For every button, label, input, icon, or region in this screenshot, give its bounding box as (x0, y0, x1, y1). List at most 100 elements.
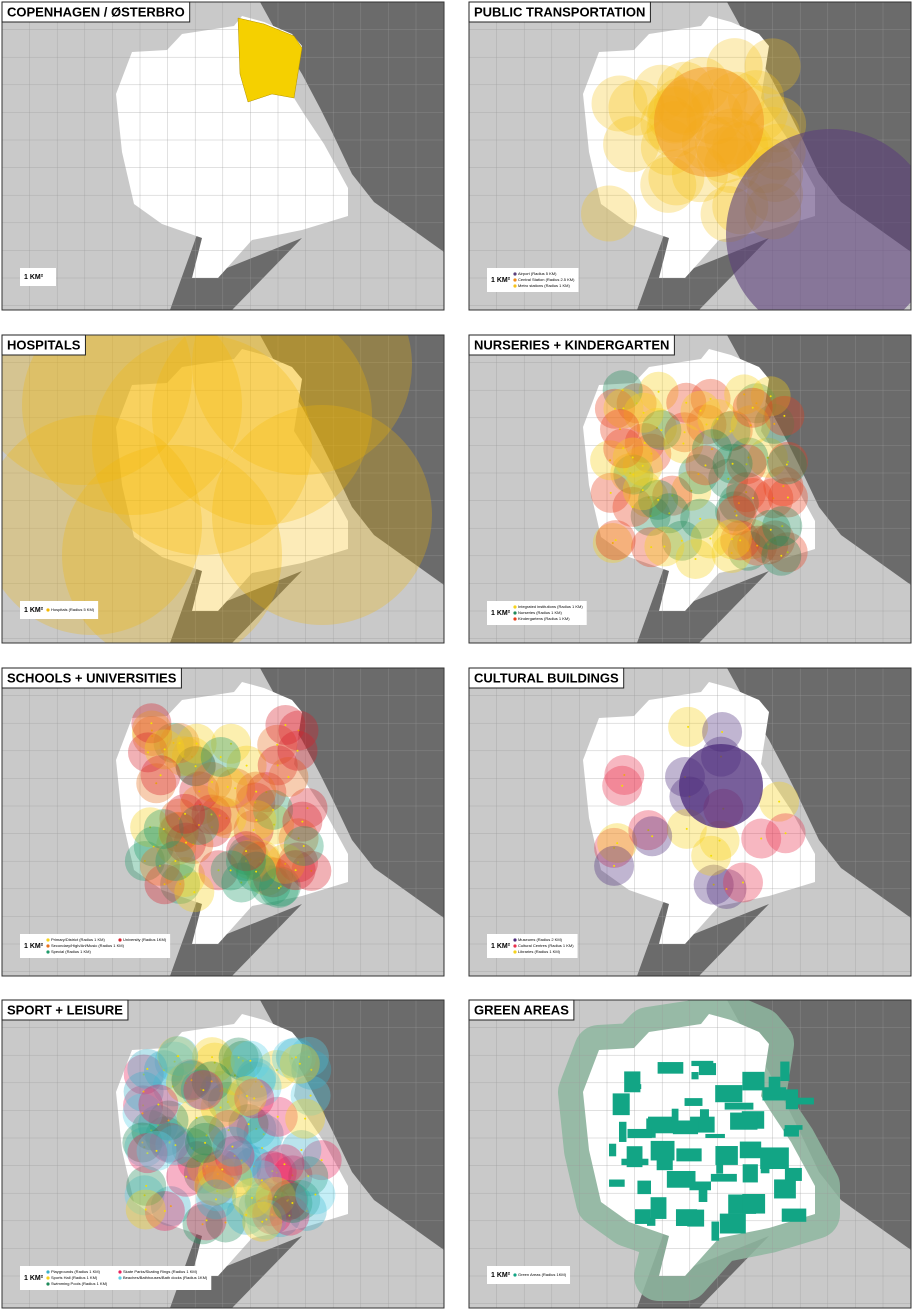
facility-dot (309, 1094, 312, 1097)
title-box (468, 667, 625, 689)
sea (260, 668, 444, 918)
facility-dot (149, 826, 152, 829)
facility-dot (704, 464, 707, 467)
facility-dot (196, 1160, 199, 1163)
green-area (657, 1062, 684, 1074)
green-area (698, 1063, 717, 1076)
facility-dot (613, 864, 616, 867)
facility-dot (141, 1112, 144, 1115)
facility-dot (159, 774, 162, 777)
legend-box (20, 268, 56, 286)
facility-dot (643, 441, 646, 444)
legend-swatch (513, 611, 517, 615)
facility-dot (767, 543, 770, 546)
facility-dot (162, 1069, 165, 1072)
facility-dot (650, 452, 653, 455)
facility-dot (173, 1060, 176, 1063)
facility-dot (784, 832, 787, 835)
green-area (624, 1071, 641, 1093)
facility-dot (177, 1055, 180, 1058)
panel-title: PUBLIC TRANSPORTATION (474, 4, 645, 19)
legend-swatch (513, 284, 517, 288)
facility-dot (275, 1068, 278, 1071)
panel-title: SPORT + LEISURE (7, 1002, 123, 1017)
facility-dot (297, 729, 300, 732)
green-area (784, 1167, 802, 1181)
facility-dot (206, 1165, 209, 1168)
facility-dot (146, 1067, 149, 1070)
city (116, 349, 348, 611)
legend-label: Hospitals (Radius 5 KM) (51, 607, 95, 612)
facility-dot (655, 426, 658, 429)
legend-box (20, 934, 171, 958)
facility-dot (298, 1062, 301, 1065)
facility-dot (712, 883, 715, 886)
facility-dot (213, 1184, 216, 1187)
facility-dot (284, 862, 287, 865)
facility-dot (199, 1088, 202, 1091)
sea (260, 335, 444, 585)
green-area (698, 1183, 708, 1202)
facility-dot (685, 827, 688, 830)
green-area (774, 1179, 796, 1199)
facility-dot (619, 428, 622, 431)
facility-dot (297, 837, 300, 840)
facility-dot (705, 423, 708, 426)
facility-dot (168, 1141, 171, 1144)
facility-dot (269, 884, 272, 887)
coverage-circle (591, 75, 648, 132)
facility-dot (174, 860, 177, 863)
facility-dot (616, 842, 619, 845)
facility-dot (255, 1077, 258, 1080)
facility-dot (175, 844, 178, 847)
facility-dot (786, 460, 789, 463)
facility-dot (699, 517, 702, 520)
legend-swatch (513, 944, 517, 948)
facility-dot (279, 885, 282, 888)
green-area (635, 1209, 651, 1224)
facility-dot (685, 401, 688, 404)
legend-label: Skate Parks/Skating Rings (Radius 1 KM) (123, 1269, 198, 1274)
facility-dot (155, 782, 158, 785)
panel-title: CULTURAL BUILDINGS (474, 670, 619, 685)
facility-dot (751, 406, 754, 409)
panel-border (1, 999, 445, 1309)
legend-label: Primary/District (Radius 1 KM) (51, 937, 105, 942)
facility-dot (215, 1198, 218, 1201)
legend-label: Green Areas (Radius 1KM) (518, 1272, 567, 1277)
facility-dot (163, 748, 166, 751)
facility-dot (773, 539, 776, 542)
panel-title: SCHOOLS + UNIVERSITIES (7, 670, 177, 685)
facility-dot (198, 790, 201, 793)
facility-dot (288, 1214, 291, 1217)
facility-dot (729, 430, 732, 433)
facility-dot (260, 1179, 263, 1182)
facility-dot (642, 411, 645, 414)
facility-dot (270, 1205, 273, 1208)
facility-dot (651, 835, 654, 838)
green-area (711, 1221, 720, 1241)
facility-dot (249, 858, 252, 861)
facility-dot (314, 1193, 317, 1196)
facility-dot (613, 846, 616, 849)
facility-dot (260, 1085, 263, 1088)
coverage-circle (2, 335, 192, 485)
legend-swatch (513, 605, 517, 609)
panel-border (1, 1, 445, 311)
green-area (687, 1209, 705, 1227)
facility-dot (294, 1056, 297, 1059)
facility-dot (273, 823, 276, 826)
coverage-circle (695, 116, 752, 173)
facility-dot (613, 407, 616, 410)
facility-dot (210, 1080, 213, 1083)
facility-dot (157, 1103, 160, 1106)
facility-dot (710, 854, 713, 857)
legend-swatch (46, 944, 50, 948)
coverage-circle (712, 119, 769, 176)
facility-dot (190, 1079, 193, 1082)
green-area (742, 1194, 766, 1214)
legend-label: Nurseries (Radius 1 KM) (518, 610, 562, 615)
facility-dot (694, 557, 697, 560)
facility-dot (146, 1152, 149, 1155)
facility-dot (647, 496, 650, 499)
